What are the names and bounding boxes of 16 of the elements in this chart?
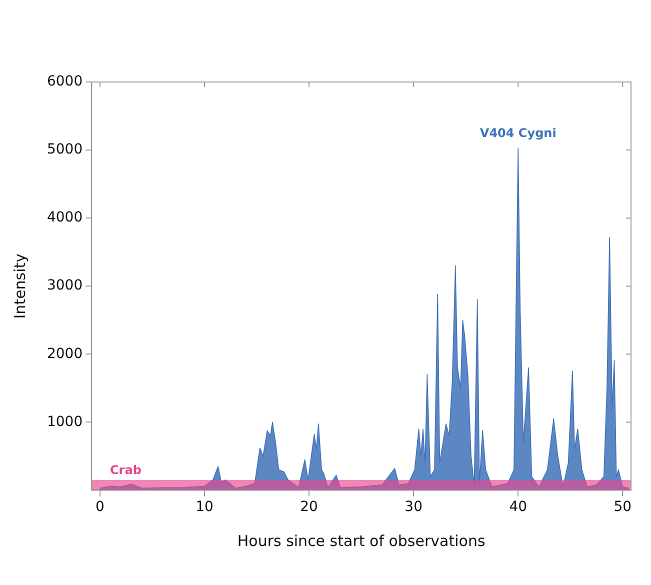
x-tick-label: 10 [196,499,214,516]
y-tick-label: 2000 [46,346,83,362]
y-tick-label: 5000 [46,142,83,158]
y-axis-title: Intensity [10,253,29,319]
x-tick-label: 30 [404,499,422,516]
x-tick-label: 20 [300,499,318,516]
x-tick-label: 50 [614,499,632,516]
y-tick-label: 3000 [46,278,83,294]
x-tick-label: 0 [96,499,104,516]
x-axis-title: Hours since start of observations [237,532,486,550]
x-tick-label: 40 [509,499,528,516]
y-tick-label: 6000 [46,74,83,90]
y-tick-label: 4000 [46,210,83,226]
band-label: Crab [110,463,142,478]
series-label: V404 Cygni [480,126,556,140]
y-tick-label: 1000 [46,414,83,430]
